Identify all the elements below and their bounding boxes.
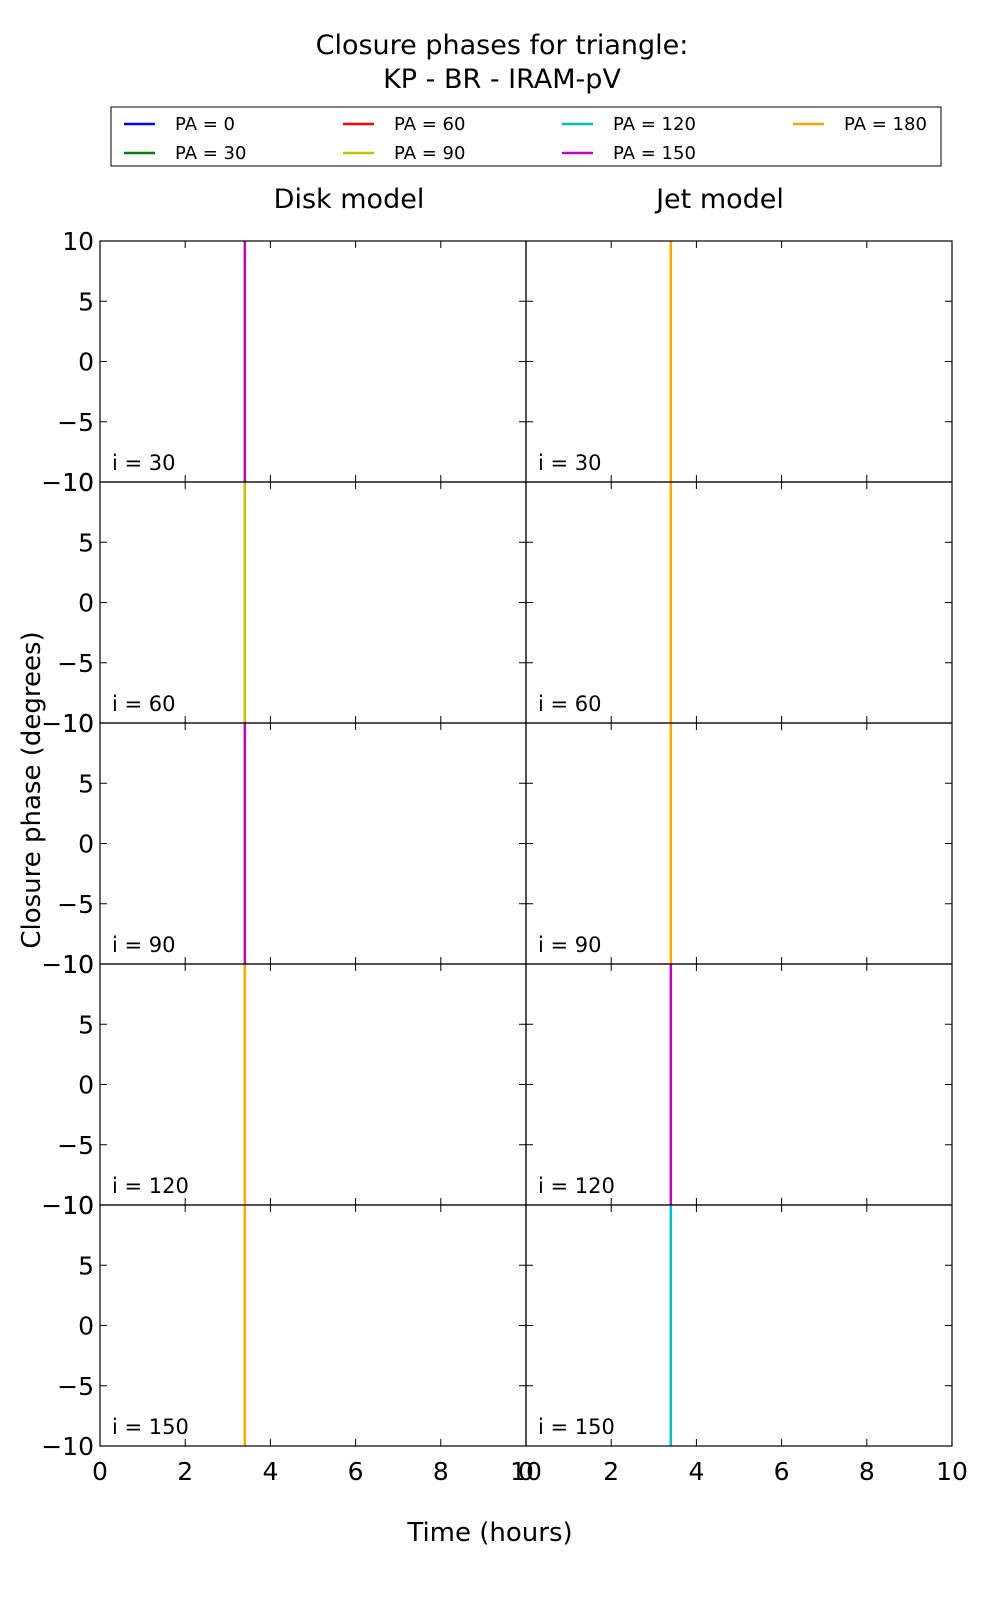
y-tick-label: 0 (78, 830, 94, 859)
y-tick-label: −5 (57, 649, 94, 678)
panel-label: i = 60 (112, 692, 176, 716)
x-tick-label: 2 (177, 1457, 193, 1486)
legend-entry: PA = 120 (562, 114, 696, 135)
column-title-jet: Jet model (654, 184, 784, 215)
y-tick-label: −5 (57, 1131, 94, 1160)
panel: i = 120 10 5 0 −5 −10 (41, 950, 527, 1220)
figure-title-line2: KP - BR - IRAM-pV (383, 64, 621, 95)
y-tick-label: −10 (41, 709, 94, 738)
y-tick-label: 5 (78, 528, 94, 557)
y-tick-label: −10 (41, 1432, 94, 1461)
legend-entry: PA = 180 (793, 114, 927, 135)
panel: i = 60 (525, 481, 953, 724)
y-tick-label: 10 (62, 227, 94, 256)
x-tick-label: 4 (688, 1457, 704, 1486)
panel: i = 30 (525, 240, 953, 483)
legend-label: PA = 30 (175, 143, 246, 164)
x-axis-label: Time (hours) (406, 1518, 572, 1548)
y-tick-label: −10 (41, 468, 94, 497)
panel-label: i = 90 (538, 933, 602, 957)
y-tick-label: 5 (78, 1010, 94, 1039)
panel-label: i = 150 (112, 1415, 189, 1439)
x-tick-label: 0 (92, 1457, 108, 1486)
figure-title-line1: Closure phases for triangle: (316, 30, 689, 61)
x-tick-label: 6 (348, 1457, 364, 1486)
panel: i = 30 10 5 0 −5 −10 (41, 227, 527, 497)
legend: PA = 0 PA = 30 PA = 60 PA = 90 PA = 120 PA = … (110, 106, 942, 167)
x-tick-label: 0 (518, 1457, 534, 1486)
panel-frame (525, 963, 953, 1206)
y-tick-label: 0 (78, 589, 94, 618)
legend-entry: PA = 90 (343, 143, 465, 164)
column-title-disk: Disk model (274, 184, 425, 215)
legend-entry: PA = 150 (562, 143, 696, 164)
y-tick-label: 10 (62, 709, 94, 738)
panel-frame (99, 722, 527, 965)
panel-label: i = 30 (112, 451, 176, 475)
y-tick-label: −5 (57, 1372, 94, 1401)
y-tick-label: 10 (62, 468, 94, 497)
y-tick-label: 5 (78, 287, 94, 316)
panel-frame (99, 240, 527, 483)
y-tick-label: −5 (57, 408, 94, 437)
panel-frame (99, 481, 527, 724)
x-tick-label: 8 (859, 1457, 875, 1486)
panel: i = 120 (525, 963, 953, 1206)
y-tick-label: 10 (62, 950, 94, 979)
y-tick-label: 5 (78, 769, 94, 798)
y-tick-label: −10 (41, 1191, 94, 1220)
x-tick-label: 10 (510, 1457, 542, 1486)
y-tick-label: 0 (78, 1312, 94, 1341)
legend-label: PA = 180 (844, 114, 927, 135)
y-tick-label: 10 (62, 1191, 94, 1220)
panel-frame (525, 481, 953, 724)
panel-label: i = 120 (538, 1174, 615, 1198)
x-tick-label: 4 (262, 1457, 278, 1486)
y-tick-label: −10 (41, 950, 94, 979)
panel-frame (525, 722, 953, 965)
legend-entry: PA = 30 (124, 143, 246, 164)
panel-label: i = 30 (538, 451, 602, 475)
panel: i = 60 10 5 0 −5 −10 (41, 468, 527, 738)
panel-label: i = 90 (112, 933, 176, 957)
legend-entry: PA = 0 (124, 114, 235, 135)
legend-label: PA = 120 (613, 114, 696, 135)
panel-frame (99, 1204, 527, 1447)
panel-frame (99, 963, 527, 1206)
y-axis-label: Closure phase (degrees) (17, 631, 47, 948)
panel-frame (525, 1204, 953, 1447)
legend-label: PA = 60 (394, 114, 465, 135)
panel: i = 90 10 5 0 −5 −10 (41, 709, 527, 979)
y-tick-label: 0 (78, 1071, 94, 1100)
x-tick-label: 10 (936, 1457, 968, 1486)
legend-label: PA = 90 (394, 143, 465, 164)
legend-label: PA = 0 (175, 114, 235, 135)
y-tick-label: 0 (78, 348, 94, 377)
x-tick-label: 2 (603, 1457, 619, 1486)
panel-label: i = 120 (112, 1174, 189, 1198)
x-tick-label: 6 (774, 1457, 790, 1486)
legend-entries: PA = 0 PA = 30 PA = 60 PA = 90 PA = 120 PA = … (124, 114, 927, 164)
y-tick-label: 5 (78, 1251, 94, 1280)
y-tick-label: −5 (57, 890, 94, 919)
panel: i = 90 (525, 722, 953, 965)
panel-label: i = 60 (538, 692, 602, 716)
legend-frame (110, 106, 942, 167)
legend-label: PA = 150 (613, 143, 696, 164)
panel-frame (525, 240, 953, 483)
legend-entry: PA = 60 (343, 114, 465, 135)
x-tick-label: 8 (433, 1457, 449, 1486)
panel-label: i = 150 (538, 1415, 615, 1439)
